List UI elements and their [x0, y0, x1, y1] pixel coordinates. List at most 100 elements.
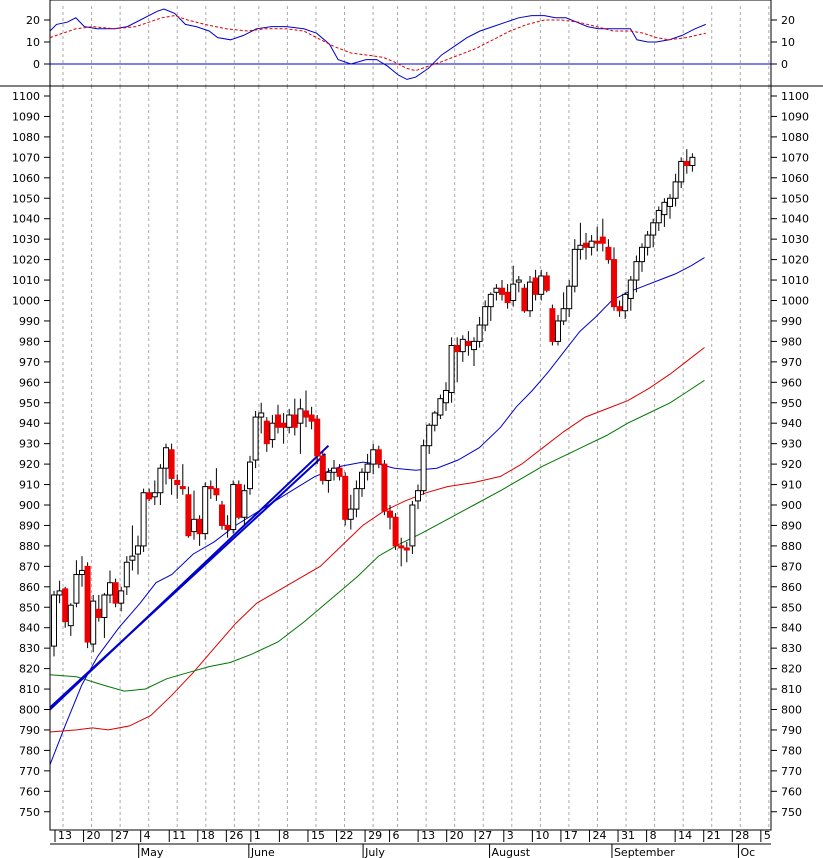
price-tick-label-right: 930 — [781, 438, 802, 451]
candle-body-up — [286, 414, 293, 428]
price-tick-label-right: 790 — [781, 724, 802, 737]
candle-body-up — [107, 582, 113, 596]
candle-body-down — [543, 275, 550, 291]
indicator-tick-label-right: 0 — [781, 58, 788, 71]
price-tick-label-right: 760 — [781, 785, 802, 798]
x-month-label: August — [492, 846, 531, 858]
price-tick-label-left: 1080 — [12, 131, 40, 144]
candle — [560, 292, 567, 326]
candle-body-down — [381, 463, 388, 512]
x-tick-label: 13 — [421, 829, 435, 842]
candle-body-up — [67, 604, 74, 627]
candle — [459, 335, 466, 362]
price-tick-label-left: 1100 — [12, 90, 40, 103]
price-tick-label-left: 960 — [19, 376, 40, 389]
price-tick-label-left: 760 — [19, 785, 40, 798]
candle-body-up — [471, 340, 477, 351]
candle-body-down — [275, 414, 281, 428]
candle-body-up — [191, 518, 197, 533]
candle-body-down — [263, 420, 270, 445]
candle — [331, 460, 337, 481]
candle — [487, 292, 494, 321]
candle — [252, 410, 259, 469]
candle — [555, 314, 561, 346]
candle — [196, 515, 203, 546]
candle — [179, 464, 186, 495]
candle — [314, 415, 321, 465]
candle — [174, 474, 181, 499]
candle — [230, 480, 237, 534]
candle — [655, 206, 662, 231]
candle-body-up — [415, 490, 421, 502]
x-tick-label: 22 — [340, 829, 354, 842]
price-tick-label-right: 1070 — [781, 151, 809, 164]
candle-body-down — [392, 516, 399, 547]
candle — [112, 578, 119, 608]
candle-body-up — [667, 197, 673, 207]
price-tick-label-right: 1090 — [781, 110, 809, 123]
price-tick-label-right: 970 — [781, 356, 802, 369]
price-y-axis-right: 750 760 770 780 790 800 810 820 830 840 850 860 870 8… — [771, 90, 809, 819]
candle — [297, 398, 304, 454]
candle-body-up — [655, 210, 662, 224]
candle-body-up — [202, 486, 209, 535]
x-tick-label: 31 — [621, 829, 635, 842]
candle — [627, 275, 634, 311]
price-tick-label-left: 790 — [19, 724, 40, 737]
candle — [566, 280, 573, 317]
candle-body-up — [51, 594, 57, 647]
price-tick-label-right: 850 — [781, 601, 802, 614]
candle-body-up — [409, 504, 416, 547]
candle — [118, 586, 125, 612]
candle-body-up — [258, 412, 265, 418]
candle — [431, 410, 438, 432]
candle-body-up — [431, 412, 438, 426]
price-tick-label-right: 800 — [781, 704, 802, 717]
indicator-frame — [49, 0, 772, 87]
candle — [258, 402, 265, 434]
candle — [482, 300, 489, 332]
price-tick-label-left: 810 — [19, 683, 40, 696]
price-tick-label-right: 1030 — [781, 233, 809, 246]
price-tick-label-left: 780 — [19, 744, 40, 757]
candle — [381, 460, 388, 516]
candle-body-up — [140, 492, 147, 547]
price-tick-label-right: 1000 — [781, 295, 809, 308]
candle — [370, 443, 377, 475]
candle — [347, 494, 354, 530]
price-tick-label-left: 970 — [19, 356, 40, 369]
candle — [62, 586, 69, 628]
candle — [465, 331, 472, 356]
price-tick-label-left: 890 — [19, 519, 40, 532]
price-tick-label-right: 920 — [781, 458, 802, 471]
candle-body-up — [364, 463, 371, 473]
candle — [599, 218, 606, 252]
price-tick-label-left: 870 — [19, 560, 40, 573]
price-tick-label-left: 750 — [19, 806, 40, 819]
candle — [639, 243, 645, 272]
price-frame — [49, 85, 772, 831]
price-tick-label-right: 1060 — [781, 172, 809, 185]
candle — [437, 394, 444, 420]
x-tick-label: 24 — [592, 829, 606, 842]
candle-body-down — [336, 467, 343, 477]
candle — [476, 316, 483, 348]
candle-body-up — [325, 471, 332, 481]
candle — [163, 443, 169, 485]
candle — [342, 472, 349, 526]
candle — [263, 417, 270, 452]
moving-average-line — [49, 347, 705, 733]
candle — [594, 226, 601, 252]
candle — [571, 239, 578, 293]
x-tick-label: 20 — [450, 829, 464, 842]
price-tick-label-right: 910 — [781, 479, 802, 492]
candle-body-up — [571, 248, 578, 287]
candle-body-up — [73, 574, 80, 604]
indicator-y-axis-right: 0 10 20 — [771, 14, 795, 71]
candle — [364, 453, 371, 481]
candle-body-down — [112, 582, 119, 604]
candle — [202, 482, 209, 540]
candle — [84, 562, 91, 649]
candle — [185, 486, 192, 538]
indicator-tick-label-right: 20 — [781, 14, 795, 27]
